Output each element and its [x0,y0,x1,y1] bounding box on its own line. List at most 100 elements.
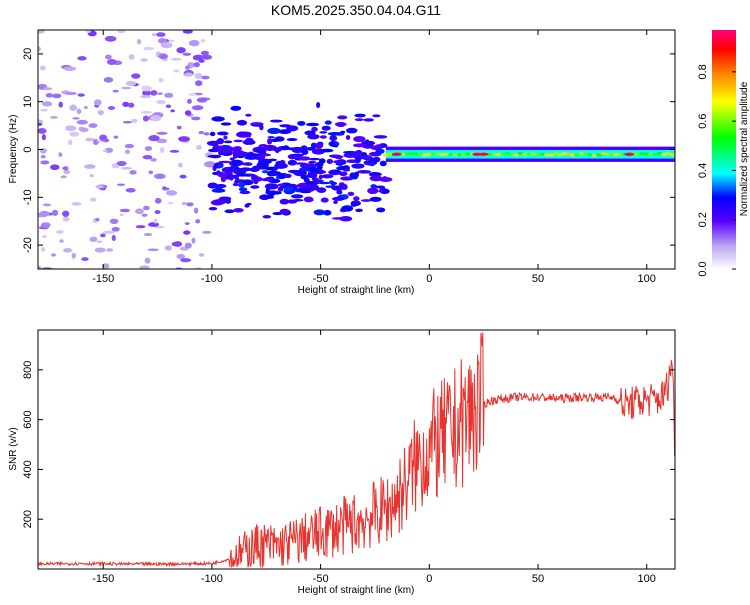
colorbar: 0.0 0.2 0.4 0.6 0.8 Normalized spectral ampl… [697,30,750,277]
spectrogram-cell [141,85,152,92]
spectrogram-cell [277,186,284,192]
snr-y-tick-label: 200 [22,510,34,528]
spectrogram-cell [76,119,89,125]
spectrogram-cell [156,131,168,135]
spectrogram-cell [317,181,331,185]
spectrogram-cell [297,156,311,161]
spectrogram-cell [569,153,576,157]
spectrogram-cell [319,131,328,134]
spectrogram-cell [58,152,63,157]
spectrogram-cell [413,152,420,156]
spectrogram-cell [217,163,224,169]
spectrogram-cell [595,153,602,157]
spectrogram-cell [50,116,58,119]
spectrogram-cell [258,151,267,154]
spectrogram-cell [308,160,317,164]
spectrogram-cell [230,105,242,111]
spectrogram-cell [211,188,226,193]
spectrogram-cell [308,157,321,161]
spectrogram-cell [52,93,62,99]
spectrogram-cell [65,91,77,96]
spectrogram-cell [337,115,348,120]
spectrogram-cell [102,263,110,269]
spectrogram-y-tick-label: -20 [22,237,34,253]
spectrogram-cell [369,162,375,167]
spectrogram-cell [196,145,202,150]
spectrogram-cell [271,138,280,143]
spectrogram-cell [154,197,162,204]
spectrogram-cell [50,164,60,171]
snr-panel: -150 -100 -50 0 50 100 200 400 600 800 Height of… [8,329,676,596]
spectrogram-cell [264,195,275,199]
spectrogram-cell [665,152,672,156]
spectrogram-cell [355,156,361,163]
spectrogram-cell [42,235,47,238]
spectrogram-cell [157,37,167,44]
spectrogram-cell [465,152,472,156]
spectrogram-cell [299,190,312,194]
spectrogram-cell [81,257,89,262]
spectrogram-cell [142,154,153,160]
spectrogram-cell [343,168,351,172]
spectrogram-cell [316,101,321,109]
spectrogram-cell [106,58,117,65]
spectrogram-cell [39,65,46,71]
spectrogram-cell [291,153,304,157]
spectrogram-cell [238,182,245,188]
spectrogram-cell [376,207,386,213]
spectrogram-cell [669,153,675,157]
spectrogram-cell [71,202,82,206]
spectrogram-cell [235,173,249,177]
spectrogram-cell [643,152,650,156]
spectrogram-cell [478,152,489,156]
spectrogram-cell [194,72,203,80]
spectrogram-cell [378,189,385,193]
spectrogram-cell [178,136,190,142]
snr-y-tick-label: 800 [22,361,34,379]
spectrogram-cell [339,216,353,222]
spectrogram-cell [331,185,345,191]
spectrogram-cell [211,185,220,189]
spectrogram-cell [306,181,315,185]
spectrogram-cell [51,253,56,257]
spectrogram-x-tick-label: -50 [313,273,329,285]
spectrogram-cell [106,248,114,252]
spectrogram-cell [259,194,270,201]
spectrogram-cell [372,114,381,118]
spectrogram-cell [86,30,91,34]
spectrogram-cell [313,209,326,216]
spectrogram-cell [99,134,108,141]
spectrogram-cell [191,237,196,244]
spectrogram-cell [200,50,209,56]
spectrogram-cell [229,157,235,161]
spectrogram-cell [320,174,334,179]
spectrogram-cell [103,77,114,83]
spectrogram-cell [195,219,201,224]
spectrogram-cell [367,187,379,195]
spectrogram-cell [324,120,332,125]
spectrogram-cell [165,104,172,109]
spectrogram-cell [330,140,335,147]
spectrogram-cell [261,153,272,157]
spectrogram-cell [233,180,241,184]
spectrogram-cell [375,148,385,154]
snr-frame [37,329,676,570]
spectrogram-cell [208,206,218,211]
spectrogram-cell [152,33,157,37]
spectrogram-cell [270,169,279,177]
spectrogram-cell [372,157,378,163]
spectrogram-cell [168,39,175,43]
spectrogram-cell [94,217,100,222]
spectrogram-cell [154,210,161,215]
spectrogram-cell [97,109,104,116]
spectrogram-cell [267,127,281,135]
spectrogram-cell [89,174,94,178]
spectrogram-cell [96,240,103,244]
spectrogram-cell [153,173,166,180]
spectrogram-cell [201,75,210,80]
spectrogram-cell [345,127,358,134]
spectrogram-cell [198,59,205,63]
spectrogram-cell [184,72,193,77]
spectrogram-cell [150,157,157,162]
spectrogram-cell [204,161,216,168]
